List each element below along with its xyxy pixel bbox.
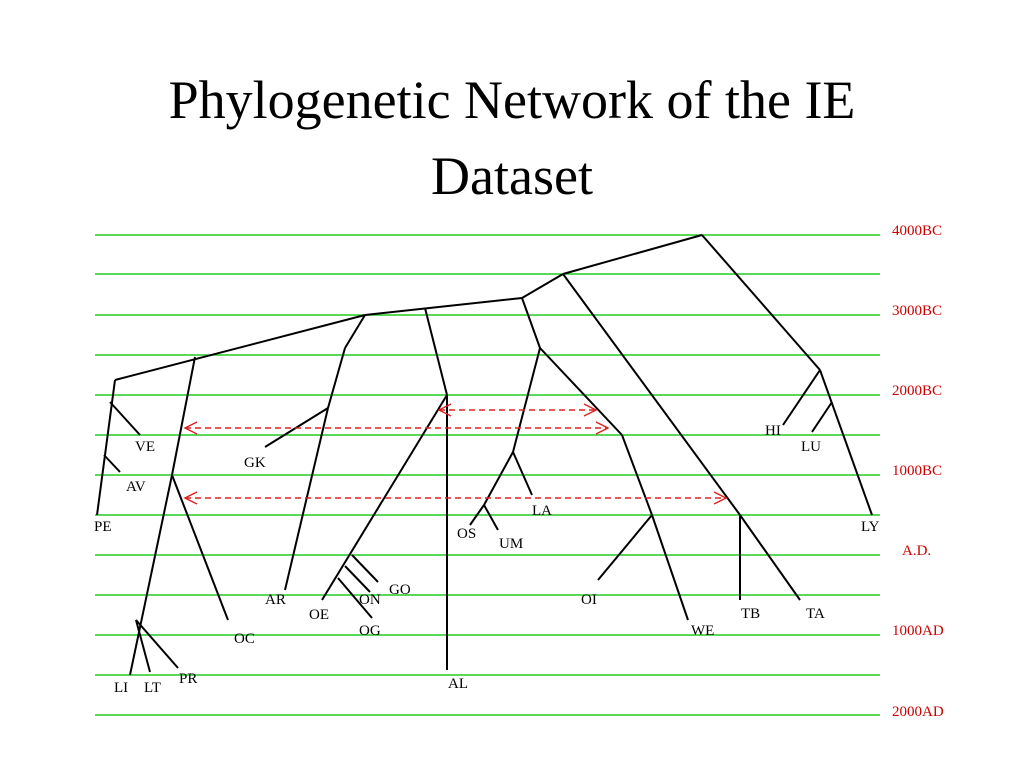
time-label: 3000BC bbox=[892, 303, 942, 319]
node-label: OC bbox=[234, 631, 255, 647]
node-label: ON bbox=[359, 592, 381, 608]
node-label: OE bbox=[309, 607, 329, 623]
time-label: 1000AD bbox=[892, 623, 944, 639]
node-label: OI bbox=[581, 592, 597, 608]
time-label: 2000AD bbox=[892, 704, 944, 720]
node-label: OS bbox=[457, 526, 476, 542]
node-label: LU bbox=[801, 439, 821, 455]
node-label: LA bbox=[532, 503, 552, 519]
node-label: PE bbox=[94, 519, 112, 535]
time-label: A.D. bbox=[902, 543, 931, 559]
node-label: GO bbox=[389, 582, 411, 598]
time-labels: 4000BC 3000BC 2000BC 1000BC A.D. 1000AD … bbox=[892, 223, 944, 720]
tree-edges bbox=[96, 234, 873, 676]
node-label: WE bbox=[691, 623, 714, 639]
node-label: AV bbox=[126, 479, 146, 495]
node-label: OG bbox=[359, 623, 381, 639]
node-label: TA bbox=[806, 606, 825, 622]
node-label: UM bbox=[499, 536, 523, 552]
node-label: TB bbox=[741, 606, 760, 622]
time-label: 4000BC bbox=[892, 223, 942, 239]
node-label: LY bbox=[861, 519, 880, 535]
node-label: VE bbox=[135, 439, 155, 455]
reticulation-arrows bbox=[183, 403, 728, 505]
node-label: LT bbox=[144, 680, 161, 696]
node-labels: VE GK AV PE AR OE ON GO OG OC LI LT PR A… bbox=[94, 423, 880, 696]
node-label: GK bbox=[244, 455, 266, 471]
node-label: HI bbox=[765, 423, 781, 439]
time-label: 1000BC bbox=[892, 463, 942, 479]
time-grid bbox=[95, 234, 880, 716]
time-label: 2000BC bbox=[892, 383, 942, 399]
slide-title: Phylogenetic Network of the IE Dataset bbox=[168, 70, 856, 206]
node-label: PR bbox=[179, 671, 197, 687]
node-label: LI bbox=[114, 680, 128, 696]
node-label: AL bbox=[448, 676, 468, 692]
node-label: AR bbox=[265, 592, 286, 608]
